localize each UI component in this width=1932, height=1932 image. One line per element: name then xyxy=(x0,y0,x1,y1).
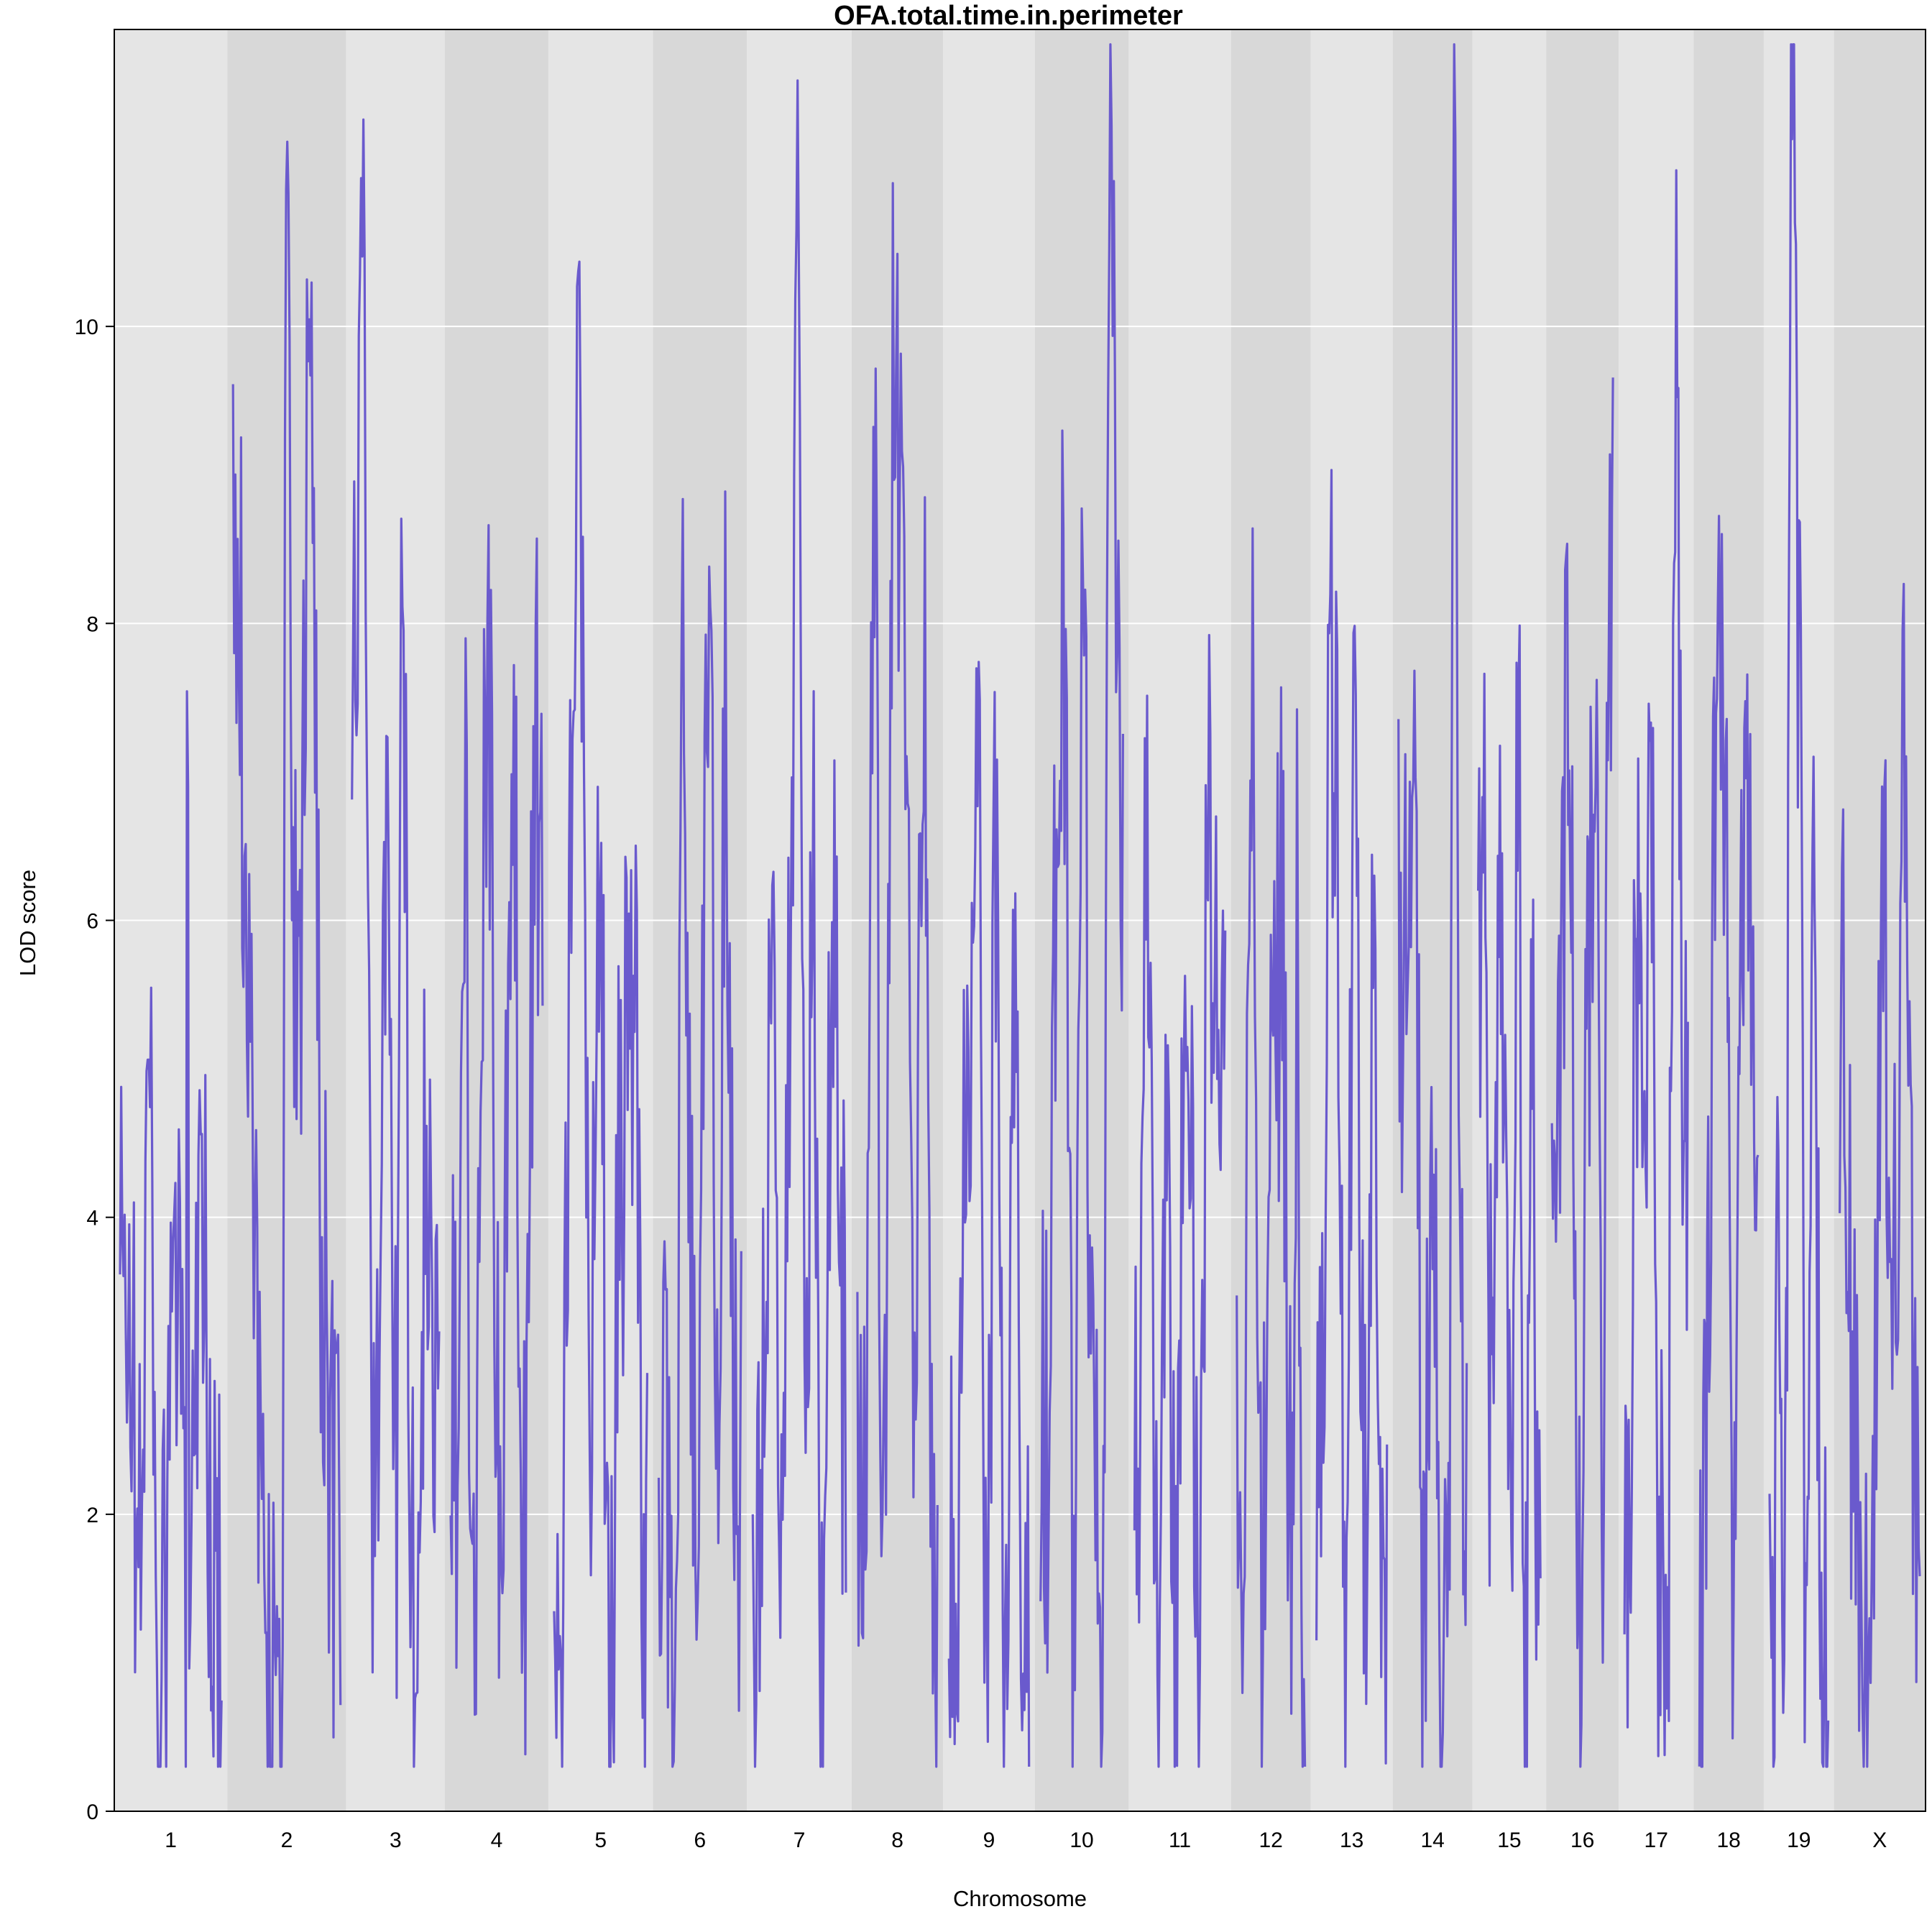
lod-trace-chr-9 xyxy=(947,661,1031,1768)
lod-trace-chr-3 xyxy=(351,118,441,1768)
x-tick-label-chr-14: 14 xyxy=(1420,1828,1444,1852)
y-tick-label-10: 10 xyxy=(75,316,98,339)
lod-trace-chr-8 xyxy=(856,182,939,1768)
x-tick-label-chr-X: X xyxy=(1872,1828,1887,1852)
lod-trace-chr-4 xyxy=(449,524,544,1756)
lod-trace-chr-5 xyxy=(553,260,649,1768)
lod-trace-chr-6 xyxy=(657,490,742,1768)
x-tick-label-chr-16: 16 xyxy=(1570,1828,1594,1852)
lod-trace-chr-16 xyxy=(1550,377,1614,1768)
y-axis: 0 2 4 6 8 10 xyxy=(75,316,114,1824)
x-tick-label-chr-4: 4 xyxy=(491,1828,503,1852)
y-tick-label-0: 0 xyxy=(86,1800,98,1824)
lod-trace-chr-13 xyxy=(1315,469,1389,1768)
x-tick-label-chr-8: 8 xyxy=(891,1828,903,1852)
lod-trace-chr-18 xyxy=(1698,515,1760,1768)
x-tick-label-chr-2: 2 xyxy=(281,1828,293,1852)
y-axis-label: LOD score xyxy=(15,870,40,976)
x-tick-label-chr-19: 19 xyxy=(1787,1828,1811,1852)
y-tick-label-6: 6 xyxy=(86,910,98,934)
x-tick-label-chr-13: 13 xyxy=(1340,1828,1363,1852)
lod-trace-chr-7 xyxy=(751,79,847,1768)
lod-trace-chr-2 xyxy=(231,140,342,1768)
lod-trace-chr-19 xyxy=(1768,43,1830,1768)
lod-trace-chr-17 xyxy=(1623,169,1689,1757)
lod-trace-chr-X xyxy=(1839,582,1921,1768)
x-tick-label-chr-1: 1 xyxy=(165,1828,177,1852)
lod-trace-chr-1 xyxy=(119,690,223,1768)
lod-trace-chr-15 xyxy=(1477,624,1542,1768)
lod-trace-chr-14 xyxy=(1397,43,1468,1768)
x-axis-label: Chromosome xyxy=(953,1886,1087,1911)
x-tick-label-chr-12: 12 xyxy=(1259,1828,1282,1852)
x-tick-label-chr-11: 11 xyxy=(1169,1828,1191,1852)
y-tick-label-8: 8 xyxy=(86,612,98,636)
x-tick-label-chr-17: 17 xyxy=(1644,1828,1668,1852)
y-tick-label-4: 4 xyxy=(86,1207,98,1230)
x-tick-label-chr-3: 3 xyxy=(390,1828,402,1852)
lod-trace-chr-11 xyxy=(1133,633,1227,1768)
lod-series xyxy=(119,43,1921,1768)
x-tick-label-chr-10: 10 xyxy=(1070,1828,1093,1852)
chart-title: OFA.total.time.in.perimeter xyxy=(834,1,1183,31)
x-tick-label-chr-5: 5 xyxy=(594,1828,607,1852)
lod-trace-chr-10 xyxy=(1039,43,1125,1768)
x-tick-label-chr-9: 9 xyxy=(983,1828,995,1852)
x-axis: 1 2 3 4 5 6 7 8 9 10 11 12 13 14 15 16 17 18 19 X xyxy=(165,1828,1887,1852)
x-tick-label-chr-6: 6 xyxy=(694,1828,707,1852)
lod-trace-chr-12 xyxy=(1236,527,1307,1768)
x-tick-label-chr-7: 7 xyxy=(794,1828,806,1852)
y-tick-label-2: 2 xyxy=(86,1504,98,1527)
x-tick-label-chr-15: 15 xyxy=(1497,1828,1521,1852)
x-tick-label-chr-18: 18 xyxy=(1716,1828,1740,1852)
